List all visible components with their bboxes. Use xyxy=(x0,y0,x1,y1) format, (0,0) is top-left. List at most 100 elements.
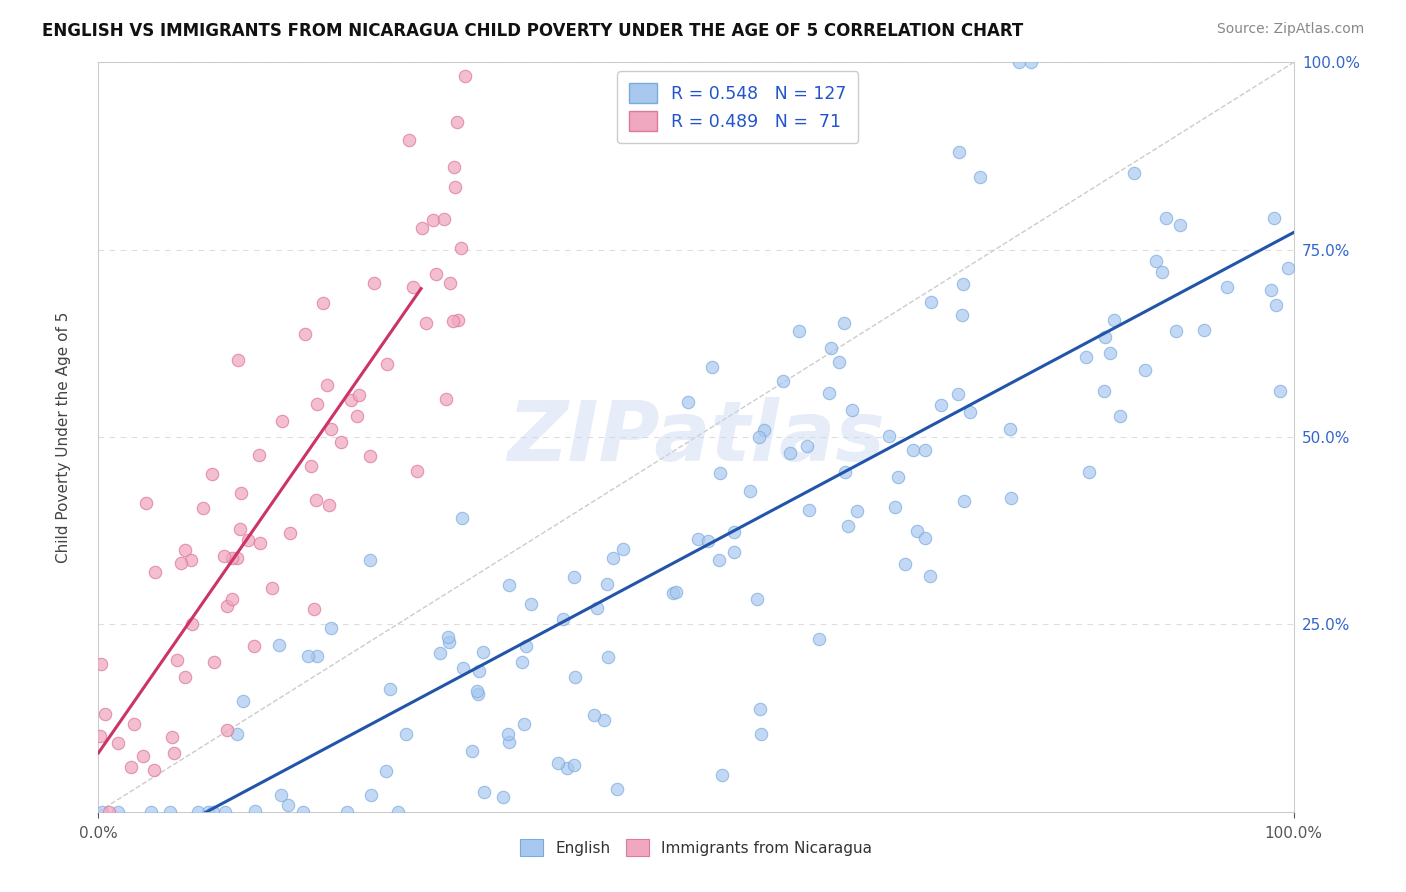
Point xyxy=(723,545,745,559)
Point xyxy=(837,519,859,533)
Point xyxy=(700,359,723,374)
Point xyxy=(402,280,425,294)
Point xyxy=(226,352,249,367)
Point xyxy=(405,463,427,477)
Point xyxy=(950,308,973,322)
Point xyxy=(236,533,259,548)
Y-axis label: Child Poverty Under the Age of 5: Child Poverty Under the Age of 5 xyxy=(56,311,70,563)
Point xyxy=(748,702,770,716)
Point xyxy=(808,632,831,646)
Point xyxy=(583,708,606,723)
Point xyxy=(243,805,266,819)
Point xyxy=(748,430,770,444)
Point xyxy=(225,727,247,741)
Point xyxy=(612,541,634,556)
Point xyxy=(89,729,111,743)
Point xyxy=(969,170,991,185)
Point xyxy=(920,294,942,309)
Point xyxy=(593,713,616,727)
Point xyxy=(547,756,569,771)
Point xyxy=(710,768,733,782)
Point xyxy=(277,797,299,812)
Point xyxy=(166,653,188,667)
Point xyxy=(359,552,381,566)
Point xyxy=(122,716,145,731)
Point xyxy=(270,788,292,802)
Point xyxy=(901,442,924,457)
Point xyxy=(1260,283,1282,297)
Point xyxy=(307,397,329,411)
Point xyxy=(363,276,385,290)
Point xyxy=(820,341,842,355)
Point xyxy=(465,684,488,698)
Point xyxy=(232,694,254,708)
Point xyxy=(304,601,326,615)
Point xyxy=(1152,265,1174,279)
Point xyxy=(662,586,685,600)
Point xyxy=(267,638,290,652)
Point xyxy=(474,784,496,798)
Point xyxy=(953,493,976,508)
Point xyxy=(450,241,472,255)
Point xyxy=(291,805,314,819)
Point xyxy=(249,536,271,550)
Point xyxy=(395,727,418,741)
Point xyxy=(1133,363,1156,377)
Point xyxy=(201,805,224,819)
Point xyxy=(215,723,238,737)
Point xyxy=(492,790,515,805)
Point xyxy=(221,551,243,566)
Point xyxy=(107,805,129,819)
Point xyxy=(1099,346,1122,360)
Point xyxy=(434,392,457,406)
Point xyxy=(228,522,250,536)
Point xyxy=(562,758,585,772)
Point xyxy=(415,316,437,330)
Point xyxy=(1074,350,1097,364)
Point xyxy=(513,716,536,731)
Point xyxy=(135,496,157,510)
Point xyxy=(443,160,465,174)
Point xyxy=(553,612,575,626)
Point xyxy=(1000,491,1022,505)
Point xyxy=(845,504,868,518)
Point xyxy=(678,395,700,409)
Point xyxy=(197,805,219,819)
Legend: English, Immigrants from Nicaragua: English, Immigrants from Nicaragua xyxy=(513,831,879,864)
Point xyxy=(454,69,477,83)
Point xyxy=(173,670,195,684)
Point xyxy=(779,446,801,460)
Text: ENGLISH VS IMMIGRANTS FROM NICARAGUA CHILD POVERTY UNDER THE AGE OF 5 CORRELATIO: ENGLISH VS IMMIGRANTS FROM NICARAGUA CHI… xyxy=(42,22,1024,40)
Point xyxy=(447,313,470,327)
Point xyxy=(709,466,731,480)
Point xyxy=(294,326,316,341)
Point xyxy=(1019,55,1042,70)
Point xyxy=(472,645,495,659)
Point xyxy=(1154,211,1177,225)
Point xyxy=(893,557,915,571)
Point xyxy=(555,761,578,775)
Point xyxy=(749,726,772,740)
Point xyxy=(1268,384,1291,398)
Point xyxy=(187,805,209,819)
Point xyxy=(387,805,409,819)
Point xyxy=(1166,324,1188,338)
Point xyxy=(887,470,910,484)
Point xyxy=(1108,409,1130,423)
Point xyxy=(441,314,464,328)
Point xyxy=(278,525,301,540)
Point xyxy=(841,403,863,417)
Point xyxy=(1170,218,1192,232)
Point xyxy=(359,449,381,463)
Point xyxy=(446,114,468,128)
Point xyxy=(918,569,941,583)
Point xyxy=(738,483,761,498)
Point xyxy=(1192,323,1215,337)
Point xyxy=(360,789,382,803)
Point xyxy=(467,687,489,701)
Point xyxy=(221,591,243,606)
Point xyxy=(170,556,193,570)
Point xyxy=(433,212,456,227)
Point xyxy=(1078,465,1101,479)
Point xyxy=(596,576,619,591)
